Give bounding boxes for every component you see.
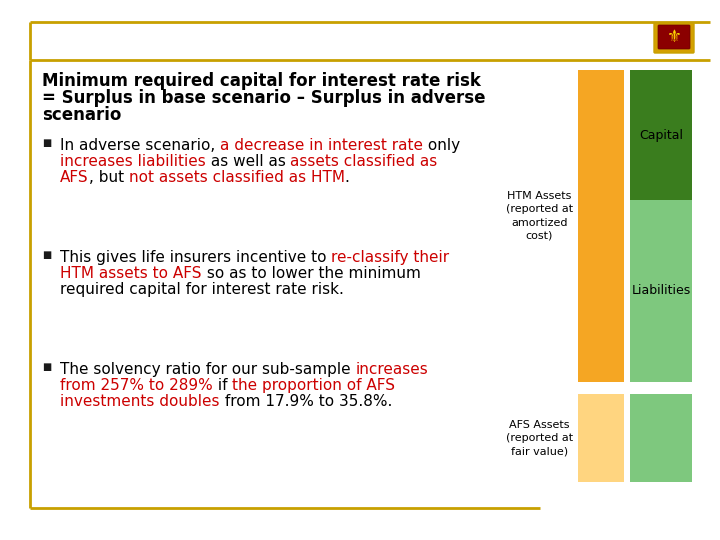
- Text: so as to lower the minimum: so as to lower the minimum: [202, 266, 420, 281]
- Text: if: if: [212, 378, 232, 393]
- Text: as well as: as well as: [206, 154, 290, 169]
- Text: AFS Assets
(reported at
fair value): AFS Assets (reported at fair value): [506, 420, 573, 456]
- Bar: [630, 200, 692, 382]
- Text: increases: increases: [356, 362, 428, 377]
- Text: from 257% to 289%: from 257% to 289%: [60, 378, 212, 393]
- Text: assets classified as: assets classified as: [290, 154, 438, 169]
- Text: Minimum required capital for interest rate risk: Minimum required capital for interest ra…: [42, 72, 481, 90]
- Text: This gives life insurers incentive to: This gives life insurers incentive to: [60, 250, 331, 265]
- Text: the proportion of AFS: the proportion of AFS: [232, 378, 395, 393]
- Text: Liabilities: Liabilities: [631, 285, 690, 298]
- Text: ⚜: ⚜: [667, 28, 681, 46]
- Text: HTM Assets
(reported at
amortized
cost): HTM Assets (reported at amortized cost): [506, 191, 573, 241]
- Text: from 17.9% to 35.8%.: from 17.9% to 35.8%.: [220, 394, 392, 409]
- Text: ■: ■: [42, 362, 51, 372]
- Text: investments doubles: investments doubles: [60, 394, 220, 409]
- Text: increases liabilities: increases liabilities: [60, 154, 206, 169]
- Text: = Surplus in base scenario – Surplus in adverse: = Surplus in base scenario – Surplus in …: [42, 89, 485, 107]
- Text: In adverse scenario,: In adverse scenario,: [60, 138, 220, 153]
- Text: Capital: Capital: [639, 129, 683, 141]
- Text: re-classify their: re-classify their: [331, 250, 449, 265]
- Text: scenario: scenario: [42, 106, 122, 124]
- Text: HTM assets to AFS: HTM assets to AFS: [60, 266, 202, 281]
- FancyBboxPatch shape: [658, 25, 690, 49]
- Text: ■: ■: [42, 250, 51, 260]
- Bar: [578, 70, 624, 382]
- Text: The solvency ratio for our sub-sample: The solvency ratio for our sub-sample: [60, 362, 356, 377]
- Bar: [578, 394, 624, 482]
- Text: AFS: AFS: [60, 170, 89, 185]
- Bar: [630, 394, 692, 482]
- Text: a decrease in interest rate: a decrease in interest rate: [220, 138, 423, 153]
- Bar: [630, 70, 692, 200]
- Text: , but: , but: [89, 170, 129, 185]
- Text: .: .: [345, 170, 349, 185]
- FancyBboxPatch shape: [654, 23, 694, 53]
- Text: ■: ■: [42, 138, 51, 148]
- Text: only: only: [423, 138, 460, 153]
- Text: not assets classified as HTM: not assets classified as HTM: [129, 170, 345, 185]
- Text: required capital for interest rate risk.: required capital for interest rate risk.: [60, 282, 344, 297]
